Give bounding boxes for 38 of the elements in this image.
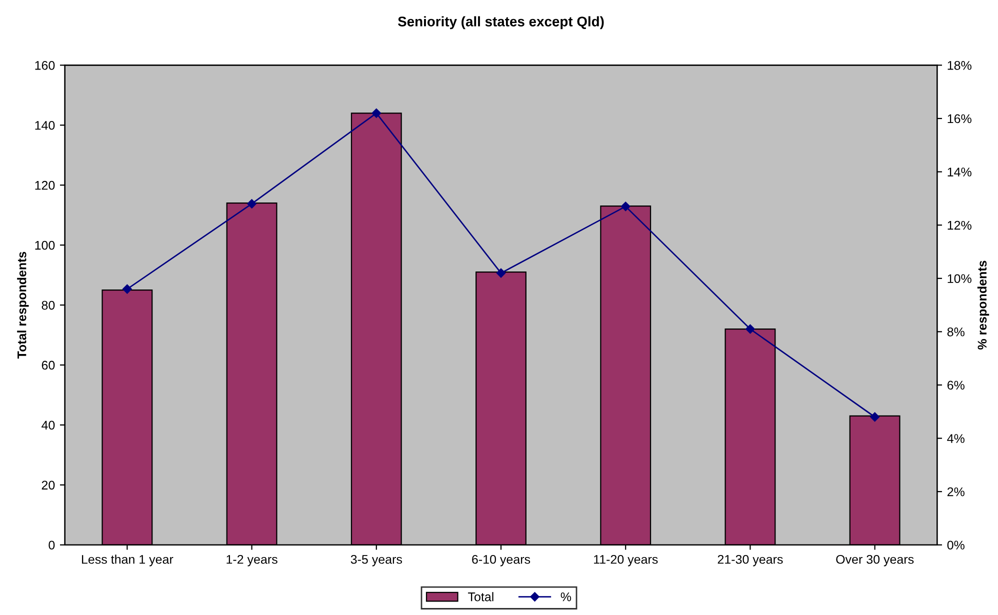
point	[620, 202, 630, 212]
legend-label: Total	[468, 592, 494, 602]
y-tick-label: 0	[48, 540, 55, 550]
y2-tick-label: 0%	[947, 540, 964, 550]
y2-tick-label: 6%	[947, 380, 964, 390]
point	[372, 108, 382, 118]
x-tick-label: Over 30 years	[836, 554, 914, 566]
y-tick-label: 20	[42, 480, 55, 490]
point	[122, 284, 132, 294]
point	[746, 324, 755, 334]
y2-axis-title: % respondents	[977, 260, 990, 350]
y2-tick-label: 18%	[948, 60, 972, 70]
x-tick-label: 21-30 years	[718, 554, 783, 566]
y-tick-label: 40	[42, 420, 55, 430]
y2-tick-label: 4%	[947, 434, 964, 443]
y-tick-label: 160	[35, 60, 55, 70]
y-tick-label: 120	[35, 180, 55, 190]
y2-tick-label: 16%	[948, 114, 972, 124]
point	[870, 412, 880, 422]
y-tick-label: 100	[35, 240, 55, 250]
point	[247, 199, 256, 208]
y2-tick-label: 8%	[947, 327, 964, 336]
y-tick-label: 140	[35, 120, 55, 130]
x-tick-label: 3-5 years	[350, 554, 402, 566]
y2-tick-label: 10%	[948, 274, 972, 284]
x-tick-label: Less than 1 year	[82, 554, 174, 566]
y-tick-label: 60	[42, 360, 55, 370]
x-tick-label: 1-2 years	[226, 554, 278, 566]
y-axis-title: Total respondents	[17, 252, 29, 359]
x-tick-label: 11-20 years	[594, 554, 658, 566]
y2-tick-label: 12%	[948, 220, 972, 230]
legend-label: %	[560, 592, 572, 602]
y-tick-label: 80	[42, 300, 55, 310]
point	[496, 268, 506, 278]
y2-tick-label: 14%	[948, 168, 972, 176]
y2-tick-label: 2%	[947, 487, 964, 496]
chart-title: Seniority (all states except Qld)	[398, 16, 604, 30]
x-tick-label: 6-10 years	[472, 554, 530, 566]
